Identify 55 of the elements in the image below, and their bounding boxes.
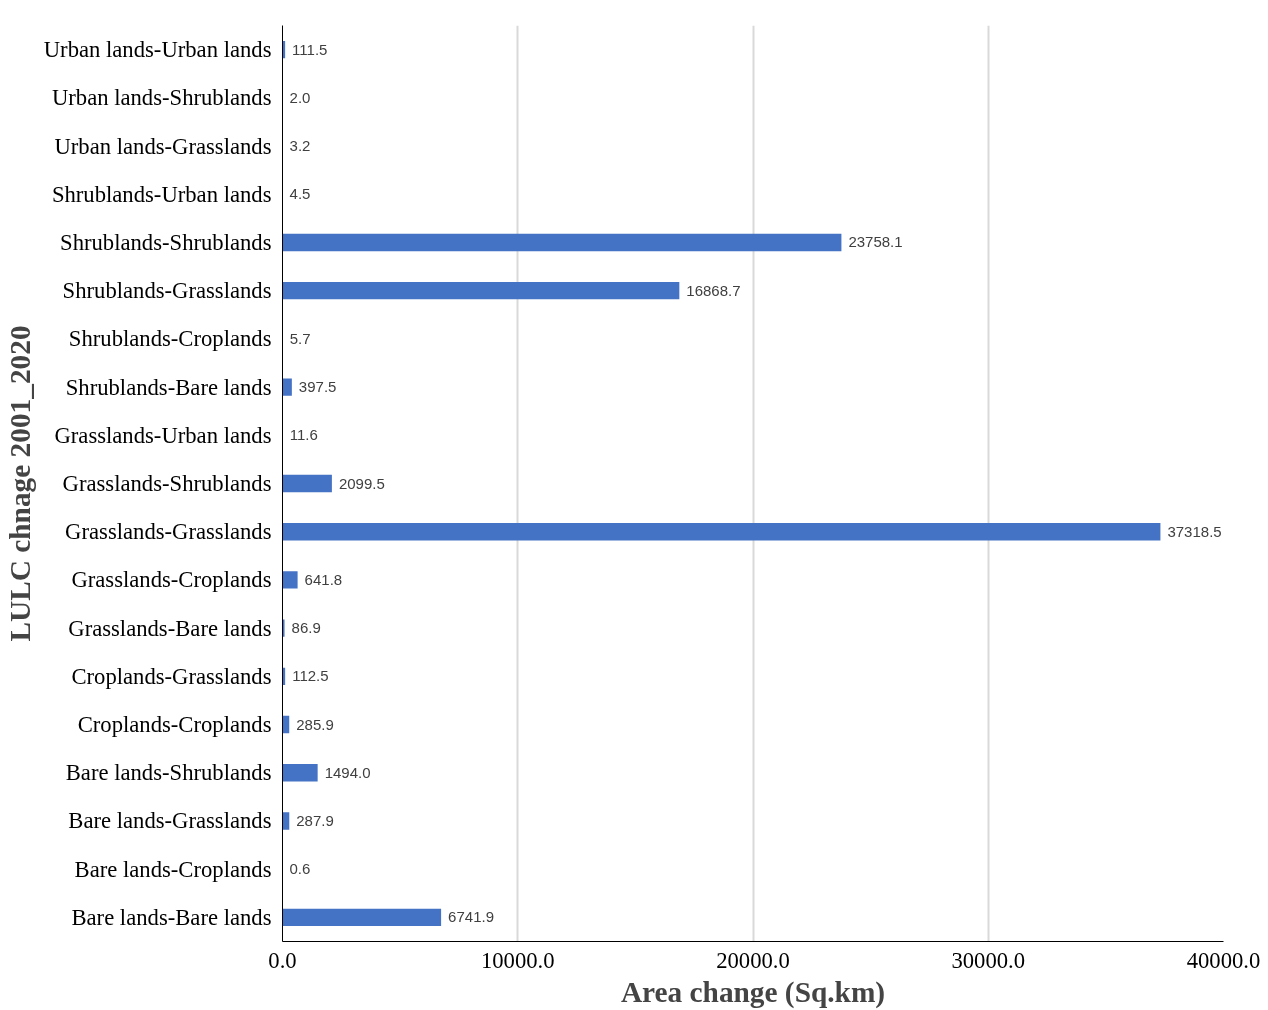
- y-tick-label: Bare lands-Shrublands: [65, 760, 272, 786]
- bar: [282, 474, 332, 493]
- y-tick-label: Bare lands-Croplands: [74, 856, 272, 882]
- y-tick-label: Bare lands-Bare lands: [71, 904, 272, 930]
- y-tick-label: Shrublands-Grasslands: [62, 278, 272, 304]
- y-tick-label: Croplands-Croplands: [77, 712, 272, 738]
- y-tick-label: Grasslands-Shrublands: [62, 471, 272, 496]
- data-label: 111.5: [292, 40, 328, 58]
- data-label: 5.7: [289, 329, 311, 347]
- bar: [282, 908, 442, 927]
- y-tick-label: Bare lands-Grasslands: [68, 808, 272, 834]
- y-tick-label: Urban lands-Grasslands: [54, 133, 272, 159]
- bar: [282, 523, 1161, 541]
- data-label: 0.6: [289, 860, 311, 878]
- data-label: 6741.9: [448, 908, 494, 926]
- data-label: 285.9: [296, 715, 334, 733]
- y-tick-label: Shrublands-Shrublands: [60, 229, 272, 255]
- data-label: 11.6: [289, 426, 318, 444]
- y-tick-label: Grasslands-Grasslands: [65, 519, 272, 545]
- y-tick-label: Shrublands-Urban lands: [51, 181, 272, 207]
- bar: [282, 812, 290, 830]
- data-label: 86.9: [291, 619, 321, 637]
- y-tick-label: Croplands-Grasslands: [71, 663, 272, 689]
- data-label: 2099.5: [338, 474, 385, 492]
- data-label: 287.9: [296, 811, 334, 829]
- y-axis-title: LULC chnage 2001_2020: [3, 325, 36, 642]
- data-label: 2.0: [289, 88, 311, 106]
- x-axis-title: Area change (Sq.km): [620, 975, 886, 1009]
- data-label: 3.2: [289, 137, 311, 155]
- data-label: 112.5: [292, 667, 329, 685]
- bar: [282, 571, 298, 589]
- y-tick-label: Urban lands-Shrublands: [51, 85, 272, 111]
- bar: [282, 233, 842, 252]
- data-label: 37318.5: [1167, 522, 1222, 540]
- data-label: 23758.1: [848, 233, 903, 251]
- x-tick-label: 40000.0: [1186, 947, 1261, 973]
- data-label: 16868.7: [686, 281, 741, 299]
- y-tick-label: Shrublands-Croplands: [68, 326, 272, 352]
- y-tick-label: Grasslands-Croplands: [71, 567, 272, 593]
- x-tick-label: 30000.0: [951, 947, 1026, 973]
- y-tick-label: Shrublands-Bare lands: [65, 374, 272, 400]
- x-tick-label: 20000.0: [716, 947, 790, 973]
- bar: [282, 619, 285, 637]
- bar: [282, 281, 680, 300]
- y-tick-label: Grasslands-Bare lands: [68, 615, 272, 641]
- bar: [282, 764, 318, 782]
- y-tick-label: Grasslands-Urban lands: [54, 422, 272, 448]
- x-tick-label: 0.0: [268, 947, 297, 973]
- data-label: 1494.0: [324, 763, 371, 781]
- y-tick-label: Urban lands-Urban lands: [43, 37, 272, 63]
- data-label: 641.8: [304, 570, 343, 588]
- bar: [282, 378, 292, 396]
- data-label: 4.5: [289, 185, 311, 203]
- x-tick-label: 10000.0: [480, 947, 555, 973]
- data-label: 397.5: [298, 378, 337, 396]
